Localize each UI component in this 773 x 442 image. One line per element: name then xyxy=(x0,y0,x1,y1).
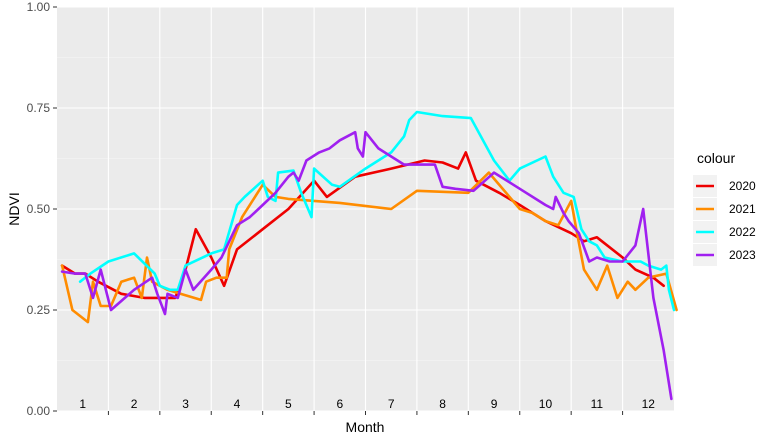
series-line-2021 xyxy=(60,171,678,324)
x-axis-title: Month xyxy=(346,419,385,435)
y-tick-label: 0.50 xyxy=(27,202,51,216)
y-tick-label: 1.00 xyxy=(27,0,51,14)
month-label: 4 xyxy=(234,397,241,411)
month-label: 3 xyxy=(182,397,189,411)
month-labels: 1 2 3 4 5 6 7 8 9 10 11 12 xyxy=(79,397,655,411)
legend: colour 2020 2021 2022 2023 xyxy=(693,150,756,266)
y-tick-label: 0.75 xyxy=(27,101,51,115)
y-tick-label: 0.25 xyxy=(27,303,51,317)
month-label: 8 xyxy=(439,397,446,411)
month-label: 6 xyxy=(336,397,343,411)
month-label: 1 xyxy=(79,397,86,411)
y-axis: 0.00 0.25 0.50 0.75 1.00 xyxy=(27,0,57,418)
series-line-2023 xyxy=(60,130,673,401)
y-tick-label: 0.00 xyxy=(27,404,51,418)
legend-label-2023: 2023 xyxy=(729,248,756,262)
month-label: 10 xyxy=(539,397,553,411)
y-axis-title: NDVI xyxy=(6,192,22,225)
month-label: 2 xyxy=(131,397,138,411)
month-label: 11 xyxy=(591,397,604,411)
month-label: 9 xyxy=(491,397,498,411)
series-layer xyxy=(60,110,678,401)
month-label: 7 xyxy=(388,397,395,411)
month-label: 5 xyxy=(285,397,292,411)
legend-title: colour xyxy=(697,150,735,166)
legend-label-2022: 2022 xyxy=(729,225,756,239)
gridlines xyxy=(57,6,674,412)
x-axis xyxy=(107,411,624,415)
legend-label-2021: 2021 xyxy=(729,202,756,216)
month-label: 12 xyxy=(642,397,656,411)
legend-label-2020: 2020 xyxy=(729,179,756,193)
